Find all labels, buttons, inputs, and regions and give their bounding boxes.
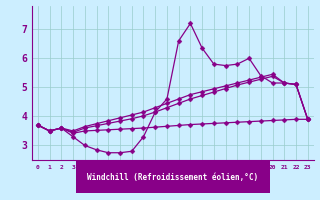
X-axis label: Windchill (Refroidissement éolien,°C): Windchill (Refroidissement éolien,°C) xyxy=(87,173,258,182)
